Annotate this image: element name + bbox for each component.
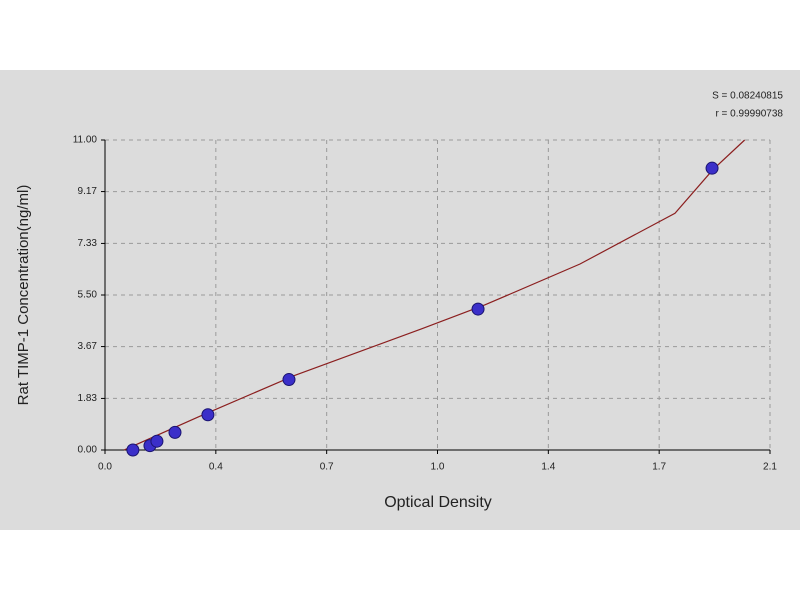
- x-tick-label: 1.0: [431, 462, 445, 473]
- y-tick-label: 11.00: [73, 135, 98, 146]
- y-tick-label: 3.67: [78, 341, 98, 352]
- y-tick-label: 5.50: [78, 290, 98, 301]
- data-point: [201, 408, 215, 422]
- y-tick-label: 1.83: [78, 393, 98, 404]
- x-tick-label: 1.7: [652, 462, 666, 473]
- x-tick-label: 2.1: [763, 462, 777, 473]
- fit-curve: [123, 139, 746, 451]
- annotation: r = 0.99990738: [715, 109, 783, 120]
- y-tick-label: 0.00: [78, 445, 98, 456]
- x-tick-label: 0.4: [209, 462, 223, 473]
- x-axis-label: Optical Density: [384, 494, 492, 511]
- x-tick-label: 0.7: [320, 462, 334, 473]
- data-point: [282, 373, 296, 387]
- data-point: [705, 161, 719, 175]
- data-point: [471, 302, 485, 316]
- x-tick-label: 0.0: [98, 462, 112, 473]
- data-point: [168, 425, 182, 439]
- y-tick-label: 9.17: [78, 186, 98, 197]
- annotation: S = 0.08240815: [712, 91, 783, 102]
- y-axis-label: Rat TIMP-1 Concentration(ng/ml): [15, 185, 32, 406]
- chart-panel: [0, 70, 800, 530]
- data-point: [150, 434, 164, 448]
- x-tick-label: 1.4: [541, 462, 555, 473]
- y-tick-label: 7.33: [78, 238, 98, 249]
- data-point: [126, 443, 140, 457]
